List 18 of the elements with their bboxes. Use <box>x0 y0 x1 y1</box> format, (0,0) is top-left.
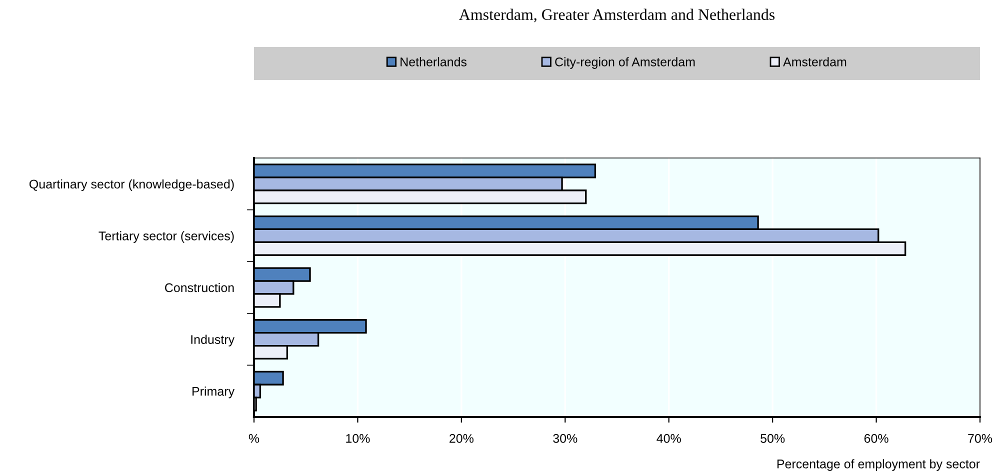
y-tick-label: Tertiary sector (services) <box>98 231 234 243</box>
legend-label: Amsterdam <box>783 57 846 66</box>
x-axis-title: Percentage of employment by sector <box>777 459 980 471</box>
x-tick-label: 70% <box>968 434 992 443</box>
x-tick-label: 50% <box>760 434 785 443</box>
y-tick-label: Industry <box>191 334 235 346</box>
x-tick-label: % <box>248 434 260 443</box>
x-tick-label: 60% <box>864 434 888 443</box>
y-tick-label: Primary <box>192 386 235 398</box>
y-tick-label: Construction <box>165 282 234 292</box>
legend-label: Netherlands <box>400 57 467 66</box>
x-tick-label: 30% <box>553 434 578 443</box>
x-tick-label: 40% <box>656 434 681 443</box>
x-tick-label: 10% <box>346 434 370 443</box>
chart-title: Amsterdam, Greater Amsterdam and Netherlands <box>459 8 775 22</box>
x-tick-label: 20% <box>450 434 474 443</box>
y-tick-label: Quartinary sector (knowledge-based) <box>30 179 234 192</box>
legend-label: City-region of Amsterdam <box>555 57 695 69</box>
